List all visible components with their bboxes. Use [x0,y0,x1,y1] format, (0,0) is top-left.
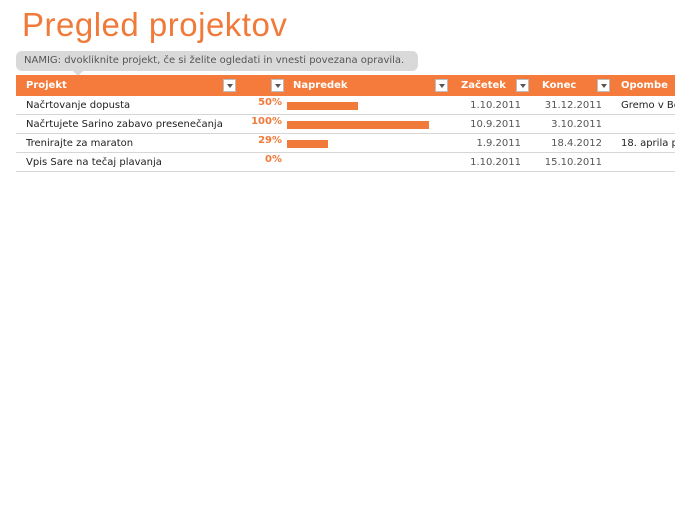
start-date: 10.9.2011 [470,119,521,130]
end-date: 15.10.2011 [544,157,602,168]
column-header-start[interactable]: Začetek [461,80,506,91]
progress-percent: 0% [265,154,282,165]
column-header-notes[interactable]: Opombe [621,80,668,91]
progress-percent: 29% [258,135,282,146]
filter-dropdown-start-icon[interactable] [516,79,529,92]
progress-bar [287,102,358,110]
notes: Gremo v Be [621,100,675,111]
project-name: Načrtujete Sarino zabavo presenečanja [26,119,223,130]
project-name: Trenirajte za maraton [26,138,134,149]
project-name: Vpis Sare na tečaj plavanja [26,157,162,168]
start-date: 1.10.2011 [470,100,521,111]
notes [621,115,675,134]
tip-banner: NAMIG: dvokliknite projekt, če si želite… [16,51,418,71]
table-row[interactable]: Načrtujete Sarino zabavo presenečanja 10… [16,115,675,134]
end-date: 31.12.2011 [544,100,602,111]
table-header: Projekt Napredek Začetek Konec Opombe [16,75,675,96]
progress-percent: 100% [251,116,282,127]
progress-bar [287,140,328,148]
table-row[interactable]: Načrtovanje dopusta 50% 1.10.2011 31.12.… [16,96,675,115]
progress-percent: 50% [258,97,282,108]
column-header-end[interactable]: Konec [542,80,577,91]
filter-dropdown-progress-icon[interactable] [435,79,448,92]
notes [621,153,675,172]
notes: 18. aprila p [621,138,675,149]
table-row[interactable]: Vpis Sare na tečaj plavanja 0% 1.10.2011… [16,153,675,172]
filter-dropdown-progress-pct-icon[interactable] [271,79,284,92]
progress-bar [287,121,429,129]
project-name: Načrtovanje dopusta [26,100,131,111]
column-header-progress[interactable]: Napredek [293,80,348,91]
filter-dropdown-end-icon[interactable] [597,79,610,92]
filter-dropdown-project-icon[interactable] [223,79,236,92]
column-header-project[interactable]: Projekt [26,80,67,91]
end-date: 18.4.2012 [551,138,602,149]
page-title: Pregled projektov [22,6,288,43]
tip-pointer [73,71,83,76]
start-date: 1.9.2011 [476,138,521,149]
start-date: 1.10.2011 [470,157,521,168]
table-row[interactable]: Trenirajte za maraton 29% 1.9.2011 18.4.… [16,134,675,153]
end-date: 3.10.2011 [551,119,602,130]
